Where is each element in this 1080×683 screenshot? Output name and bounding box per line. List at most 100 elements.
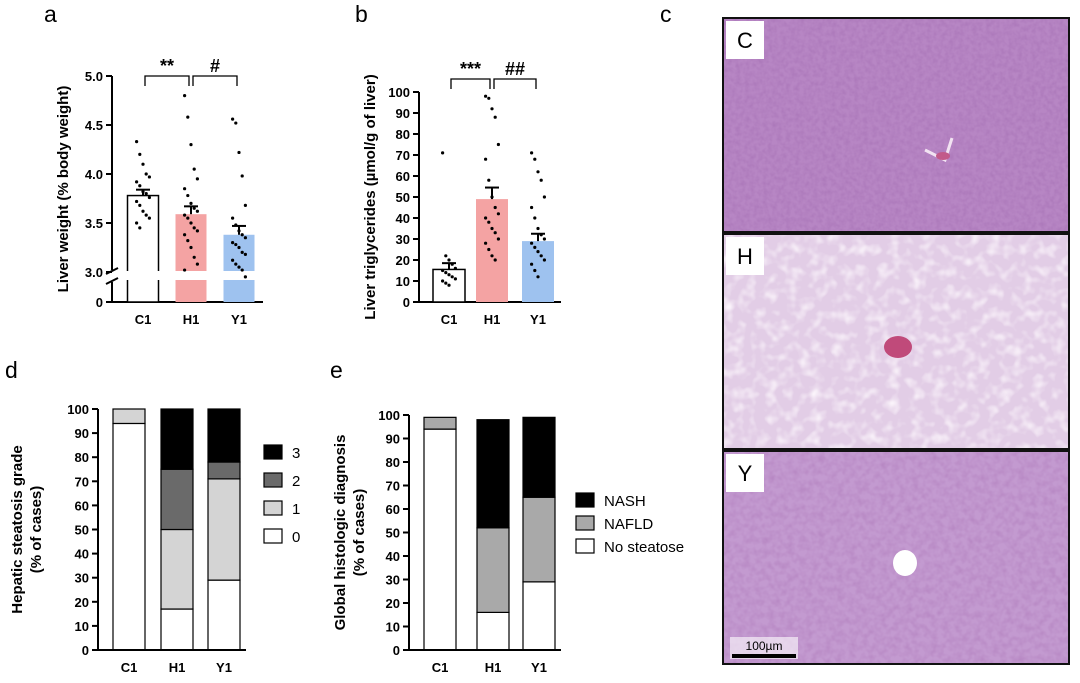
stack-segment-Y1	[207, 579, 241, 651]
data-point	[453, 266, 457, 270]
data-point	[135, 199, 139, 204]
data-point	[490, 195, 494, 199]
stack-segment-H1	[476, 419, 510, 529]
legend-label: 0	[292, 529, 300, 546]
bar-H1	[175, 214, 207, 302]
significance-bracket	[450, 78, 491, 89]
data-point	[183, 187, 187, 191]
stack-segment-H1	[160, 608, 194, 651]
legend-swatch	[263, 444, 283, 460]
micrograph-control: C	[724, 19, 1068, 231]
data-point	[186, 193, 190, 198]
y-tick-label: 50	[396, 190, 410, 205]
y-tick-label: 60	[386, 502, 400, 517]
data-point	[141, 190, 145, 194]
significance-bracket	[144, 75, 190, 86]
data-point	[186, 216, 190, 220]
data-point	[484, 216, 488, 220]
legend-label: No steatose	[604, 539, 684, 556]
data-point	[542, 195, 547, 199]
y-tick-label: 90	[386, 432, 400, 447]
data-point	[530, 241, 534, 245]
data-point	[493, 231, 497, 235]
y-tick-label: 10	[75, 619, 89, 634]
y-tick-label: 0	[82, 643, 89, 658]
y-tick-label: 3.5	[85, 216, 103, 231]
data-point	[192, 206, 196, 210]
data-point	[484, 157, 488, 161]
data-point	[447, 273, 451, 277]
panel-label-a: a	[44, 1, 57, 27]
micrograph-label-h: H	[737, 244, 753, 269]
axis-break-mark	[105, 277, 119, 285]
data-point	[231, 258, 235, 262]
data-point	[195, 177, 199, 181]
y-tick-label: 40	[396, 211, 410, 226]
stack-segment-H1	[160, 528, 194, 610]
y-tick-label: 30	[396, 232, 410, 247]
data-point	[147, 195, 151, 200]
data-point	[530, 151, 534, 155]
data-point	[138, 226, 142, 230]
y-axis-label: Liver weight (% body weight)	[55, 86, 72, 293]
significance-bracket	[192, 75, 238, 86]
legend-swatch	[575, 515, 595, 531]
y-tick-label: 0	[393, 643, 400, 658]
legend-label: NAFLD	[604, 516, 653, 533]
data-point	[484, 241, 488, 245]
data-point	[237, 150, 241, 155]
y-axis-label: Hepatic steatosis grade	[9, 445, 26, 613]
y-tick-label: 100	[378, 408, 400, 423]
micrograph-label-y: Y	[738, 461, 753, 486]
x-tick-label: H1	[484, 312, 501, 327]
data-point	[450, 262, 454, 266]
stack-segment-Y1	[207, 408, 241, 463]
panel-label-d: d	[5, 357, 18, 383]
panel-label-c: c	[660, 1, 672, 27]
x-tick-label: Y1	[531, 660, 547, 675]
stack-segment-H1	[160, 408, 194, 470]
data-point	[240, 174, 244, 178]
data-point	[536, 275, 540, 279]
x-tick-label: H1	[169, 660, 186, 675]
data-point	[234, 242, 238, 247]
y-axis-label-unit: (% of cases)	[28, 486, 45, 574]
y-tick-label: 4.0	[85, 167, 103, 182]
data-point	[490, 107, 494, 111]
y-tick-label: 80	[75, 450, 89, 465]
data-point	[536, 170, 540, 174]
data-point	[450, 275, 454, 279]
significance-label: **	[160, 56, 174, 76]
data-point	[496, 237, 500, 241]
data-point	[487, 220, 491, 224]
data-point	[490, 226, 494, 231]
data-point	[141, 162, 145, 166]
chart-steatosis-grade: C1 H1 Y101020304050607080901003210Hepatic …	[9, 402, 300, 675]
chart-liver-triglycerides: 0 10 20 30 40 50 60 70 80 90 100 C1 H1 Y1 *** ## Liver t…	[362, 59, 561, 327]
data-point	[493, 258, 497, 262]
data-point	[536, 250, 540, 254]
y-axis-label: Global histologic diagnosis	[332, 435, 349, 631]
data-point	[243, 252, 247, 256]
x-tick-label: C1	[121, 660, 138, 675]
data-point	[536, 226, 540, 231]
bar-C1	[126, 194, 160, 303]
data-point	[189, 245, 193, 250]
data-point	[496, 212, 500, 216]
micrograph-panel: C H Y 100µm	[722, 17, 1070, 665]
data-point	[147, 216, 151, 220]
y-tick-label: 10	[386, 620, 400, 635]
y-tick-label: 40	[75, 547, 89, 562]
stack-segment-Y1	[522, 581, 556, 651]
legend-label: NASH	[604, 493, 646, 510]
stack-segment-Y1	[522, 496, 556, 583]
data-point	[192, 255, 196, 259]
y-tick-label: 5.0	[85, 69, 103, 84]
data-point	[144, 213, 148, 217]
data-point	[183, 233, 187, 237]
data-point	[240, 233, 244, 237]
stack-segment-C1	[112, 422, 146, 651]
significance-bracket	[493, 78, 537, 89]
y-tick-label: 60	[75, 498, 89, 513]
